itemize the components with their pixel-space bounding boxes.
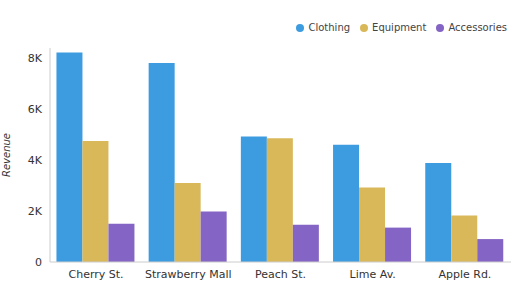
html-text:Clothing: Clothing xyxy=(308,22,351,33)
svg-text:6K: 6K xyxy=(28,103,43,116)
svg-text:Peach St.: Peach St. xyxy=(255,268,306,281)
html-text:Accessories: Accessories xyxy=(448,22,507,33)
svg-text:0: 0 xyxy=(35,256,42,269)
svg-text:Cherry St.: Cherry St. xyxy=(69,268,124,281)
html-text:Equipment: Equipment xyxy=(372,22,427,33)
svg-text:Lime Av.: Lime Av. xyxy=(350,268,396,281)
svg-text:Apple Rd.: Apple Rd. xyxy=(438,268,491,281)
svg-text:Strawberry Mall: Strawberry Mall xyxy=(145,268,232,281)
svg-text:2K: 2K xyxy=(28,205,43,218)
svg-text:4K: 4K xyxy=(28,154,43,167)
svg-text:8K: 8K xyxy=(28,52,43,65)
svg-text:Revenue: Revenue xyxy=(8,133,12,177)
